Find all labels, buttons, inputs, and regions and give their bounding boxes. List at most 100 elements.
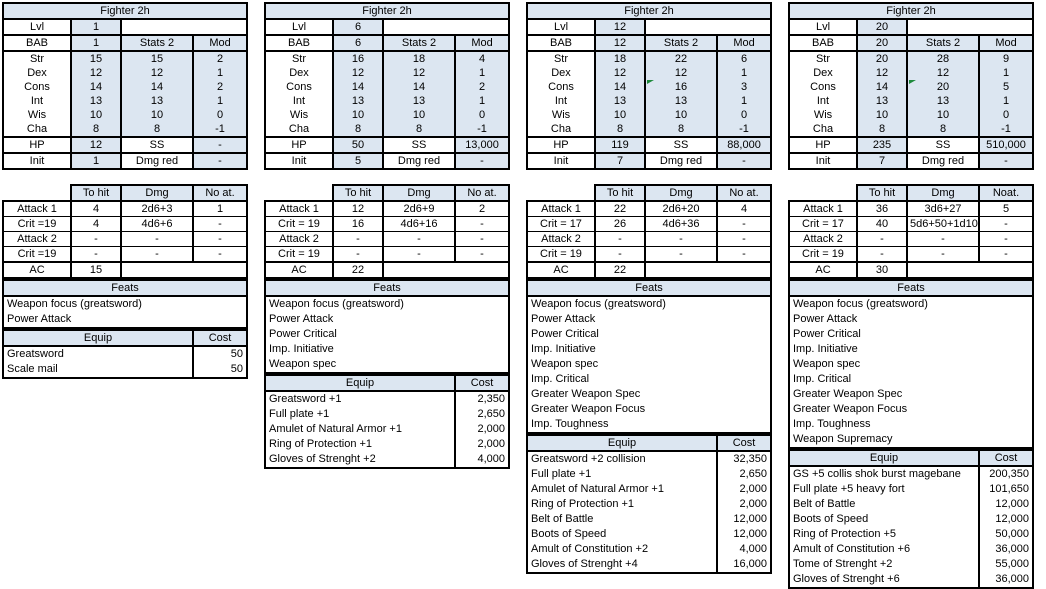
cell-str-mod[interactable]: 2: [191, 51, 249, 66]
feat-item[interactable]: Power Attack: [7, 313, 72, 325]
cell-ss-value[interactable]: -: [191, 136, 249, 154]
cell-stats2-header[interactable]: Stats 2: [120, 35, 193, 52]
equip-item-name[interactable]: Amulet of Natural Armor +1: [269, 423, 402, 435]
cell-int-mod[interactable]: 1: [453, 94, 511, 108]
cell-tohit-header[interactable]: To hit: [856, 184, 907, 202]
cell-cha-base[interactable]: 8: [332, 122, 383, 137]
cell-cha-mod[interactable]: -1: [191, 122, 249, 137]
cell-wis-base[interactable]: 10: [594, 108, 645, 122]
cell-attack-noat[interactable]: -: [192, 246, 248, 263]
feat-item[interactable]: Imp. Toughness: [793, 418, 871, 430]
cell-attack-label[interactable]: Crit =19: [2, 246, 71, 263]
cell-init-label[interactable]: Init: [2, 153, 71, 170]
cell-attack-tohit[interactable]: 4: [70, 216, 121, 232]
feat-item[interactable]: Power Attack: [269, 313, 334, 325]
cell-wis-base[interactable]: 10: [70, 108, 121, 122]
cell-attack-noat[interactable]: -: [978, 231, 1034, 247]
cell-bab-value[interactable]: 20: [856, 35, 907, 52]
cell-attack-tohit[interactable]: -: [70, 231, 121, 247]
cell-title[interactable]: Fighter 2h: [787, 2, 1035, 20]
equip-item-name[interactable]: Amult of Constitution +2: [531, 543, 649, 555]
equip-item-cost[interactable]: 12,000: [733, 513, 767, 525]
equip-item-name[interactable]: Full plate +1: [531, 468, 592, 480]
cell-wis-mod[interactable]: 0: [977, 108, 1035, 122]
equip-item-cost[interactable]: 50: [230, 363, 243, 375]
cell-lvl-label[interactable]: Lvl: [526, 19, 595, 36]
cell-attack-label[interactable]: Crit = 19: [264, 246, 333, 263]
equip-item-cost[interactable]: 36,000: [995, 543, 1029, 555]
equip-item-name[interactable]: Amulet of Natural Armor +1: [531, 483, 664, 495]
cell-int-base[interactable]: 13: [332, 94, 383, 108]
cell-ac-label[interactable]: AC: [526, 262, 595, 279]
cell-cha-base[interactable]: 8: [594, 122, 645, 137]
cell-int-base[interactable]: 13: [856, 94, 907, 108]
cell-attack-noat[interactable]: 4: [716, 201, 772, 217]
equip-item-cost[interactable]: 12,000: [995, 513, 1029, 525]
cell-ss-label[interactable]: SS: [644, 136, 717, 154]
cell-dex-stats2[interactable]: 12: [120, 66, 193, 80]
cell-attack-dmg[interactable]: 4d6+36: [644, 216, 717, 232]
feat-item[interactable]: Imp. Initiative: [269, 343, 334, 355]
cell-int-base[interactable]: 13: [594, 94, 645, 108]
cell-str-stats2[interactable]: 15: [120, 51, 193, 66]
cell-dex-mod[interactable]: 1: [453, 66, 511, 80]
cell-cost-header[interactable]: Cost: [192, 329, 248, 347]
cell-attack-label[interactable]: Attack 1: [264, 200, 333, 217]
cell-mod-header[interactable]: Mod: [715, 35, 773, 52]
cell-attack-noat[interactable]: -: [192, 231, 248, 247]
equip-item-cost[interactable]: 2,650: [477, 408, 505, 420]
cell-title[interactable]: Fighter 2h: [1, 2, 249, 20]
cell-cons-mod[interactable]: 2: [453, 80, 511, 94]
cell-int-label[interactable]: Int: [526, 94, 595, 108]
equip-item-name[interactable]: Belt of Battle: [793, 498, 856, 510]
cell-init-value[interactable]: 7: [856, 153, 907, 170]
cell-cha-stats2[interactable]: 8: [382, 122, 455, 137]
cell-attack-dmg[interactable]: 5d6+50+1d10: [906, 216, 979, 232]
cell-cha-mod[interactable]: -1: [453, 122, 511, 137]
cell-bab-value[interactable]: 6: [332, 35, 383, 52]
equip-item-cost[interactable]: 32,350: [733, 453, 767, 465]
cell-cons-base[interactable]: 14: [856, 80, 907, 94]
cell-str-mod[interactable]: 6: [715, 51, 773, 66]
equip-item-name[interactable]: Scale mail: [7, 363, 58, 375]
cell-init-value[interactable]: 7: [594, 153, 645, 170]
cell-bab-value[interactable]: 1: [70, 35, 121, 52]
equip-costs[interactable]: 2,350 2,650 2,000 2,000 4,000: [454, 391, 510, 469]
cell-dex-stats2[interactable]: 12: [382, 66, 455, 80]
cell-str-base[interactable]: 16: [332, 51, 383, 66]
equip-item-name[interactable]: Gloves of Strenght +4: [531, 558, 638, 570]
equip-item-cost[interactable]: 12,000: [995, 498, 1029, 510]
equip-item-name[interactable]: Tome of Strenght +2: [793, 558, 893, 570]
cell-cha-label[interactable]: Cha: [788, 122, 857, 137]
equip-item-cost[interactable]: 50,000: [995, 528, 1029, 540]
cell-wis-label[interactable]: Wis: [526, 108, 595, 122]
equip-item-cost[interactable]: 200,350: [989, 468, 1029, 480]
cell-dmg-header[interactable]: Dmg: [644, 184, 717, 202]
equip-item-name[interactable]: Full plate +1: [269, 408, 330, 420]
cell-equip-header[interactable]: Equip: [788, 449, 979, 467]
cell-wis-mod[interactable]: 0: [453, 108, 511, 122]
equip-item-cost[interactable]: 2,350: [477, 393, 505, 405]
cell-attack-label[interactable]: Attack 1: [788, 200, 857, 217]
cell-noat-header[interactable]: No at.: [192, 184, 248, 202]
cell-wis-label[interactable]: Wis: [788, 108, 857, 122]
feat-item[interactable]: Power Critical: [531, 328, 599, 340]
cell-bab-label[interactable]: BAB: [264, 35, 333, 52]
cell-attack-tohit[interactable]: 26: [594, 216, 645, 232]
equip-item-cost[interactable]: 50: [230, 348, 243, 360]
cell-cons-label[interactable]: Cons: [526, 80, 595, 94]
cell-cha-base[interactable]: 8: [70, 122, 121, 137]
equip-item-cost[interactable]: 2,650: [739, 468, 767, 480]
cell-dmgred-value[interactable]: -: [715, 153, 773, 170]
cell-init-value[interactable]: 5: [332, 153, 383, 170]
cell-feats-header[interactable]: Feats: [788, 279, 1034, 297]
cell-noat-header[interactable]: Noat.: [978, 184, 1034, 202]
cell-cha-label[interactable]: Cha: [2, 122, 71, 137]
feat-item[interactable]: Imp. Toughness: [531, 418, 609, 430]
cell-attack-dmg[interactable]: -: [120, 231, 193, 247]
cell-dex-base[interactable]: 12: [70, 66, 121, 80]
cell-lvl-empty[interactable]: [905, 19, 1035, 36]
equip-names[interactable]: Greatsword +1 Full plate +1 Amulet of Natu…: [264, 391, 455, 469]
feat-item[interactable]: Weapon spec: [269, 358, 337, 370]
feat-item[interactable]: Greater Weapon Focus: [531, 403, 646, 415]
